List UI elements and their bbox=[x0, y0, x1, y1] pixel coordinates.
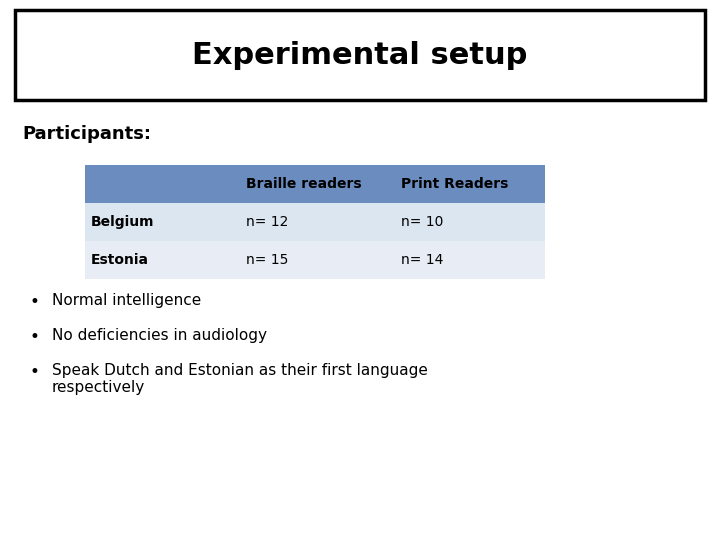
Text: •: • bbox=[30, 293, 40, 311]
Text: Estonia: Estonia bbox=[91, 253, 149, 267]
FancyBboxPatch shape bbox=[395, 165, 545, 203]
Text: Speak Dutch and Estonian as their first language
respectively: Speak Dutch and Estonian as their first … bbox=[52, 363, 428, 395]
FancyBboxPatch shape bbox=[240, 203, 395, 241]
FancyBboxPatch shape bbox=[85, 165, 240, 203]
Text: n= 15: n= 15 bbox=[246, 253, 289, 267]
Text: •: • bbox=[30, 363, 40, 381]
FancyBboxPatch shape bbox=[395, 203, 545, 241]
Text: Normal intelligence: Normal intelligence bbox=[52, 293, 202, 308]
Text: n= 10: n= 10 bbox=[401, 215, 444, 229]
FancyBboxPatch shape bbox=[395, 241, 545, 279]
Text: n= 12: n= 12 bbox=[246, 215, 289, 229]
FancyBboxPatch shape bbox=[240, 241, 395, 279]
Text: Experimental setup: Experimental setup bbox=[192, 40, 528, 70]
Text: •: • bbox=[30, 328, 40, 346]
FancyBboxPatch shape bbox=[240, 165, 395, 203]
FancyBboxPatch shape bbox=[85, 241, 240, 279]
Text: No deficiencies in audiology: No deficiencies in audiology bbox=[52, 328, 267, 343]
Text: Participants:: Participants: bbox=[22, 125, 151, 143]
Text: Braille readers: Braille readers bbox=[246, 177, 361, 191]
Text: Print Readers: Print Readers bbox=[401, 177, 508, 191]
Text: Belgium: Belgium bbox=[91, 215, 155, 229]
FancyBboxPatch shape bbox=[85, 203, 240, 241]
Text: n= 14: n= 14 bbox=[401, 253, 444, 267]
FancyBboxPatch shape bbox=[15, 10, 705, 100]
